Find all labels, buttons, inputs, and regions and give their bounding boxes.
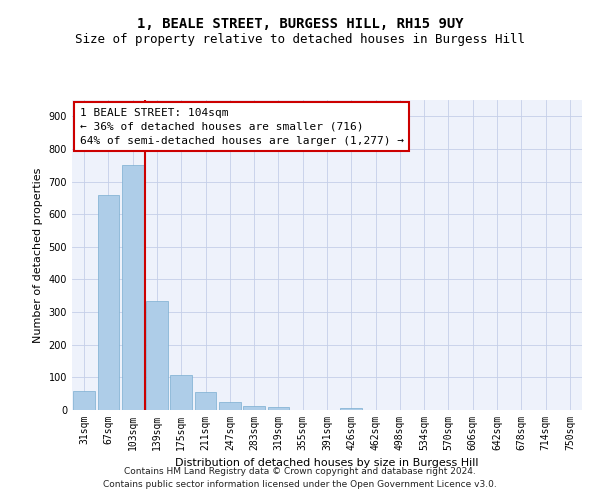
Bar	[219, 402, 241, 410]
Bar	[243, 406, 265, 410]
Text: 1, BEALE STREET, BURGESS HILL, RH15 9UY: 1, BEALE STREET, BURGESS HILL, RH15 9UY	[137, 18, 463, 32]
Bar	[97, 194, 119, 410]
Text: Contains HM Land Registry data © Crown copyright and database right 2024.: Contains HM Land Registry data © Crown c…	[124, 467, 476, 476]
Bar	[194, 392, 217, 410]
Text: Size of property relative to detached houses in Burgess Hill: Size of property relative to detached ho…	[75, 32, 525, 46]
Text: 1 BEALE STREET: 104sqm
← 36% of detached houses are smaller (716)
64% of semi-de: 1 BEALE STREET: 104sqm ← 36% of detached…	[80, 108, 404, 146]
Bar	[122, 166, 143, 410]
Text: Contains public sector information licensed under the Open Government Licence v3: Contains public sector information licen…	[103, 480, 497, 489]
Y-axis label: Number of detached properties: Number of detached properties	[33, 168, 43, 342]
X-axis label: Distribution of detached houses by size in Burgess Hill: Distribution of detached houses by size …	[175, 458, 479, 468]
Bar	[340, 408, 362, 410]
Bar	[73, 392, 95, 410]
Bar	[170, 375, 192, 410]
Bar	[268, 408, 289, 410]
Bar	[146, 300, 168, 410]
